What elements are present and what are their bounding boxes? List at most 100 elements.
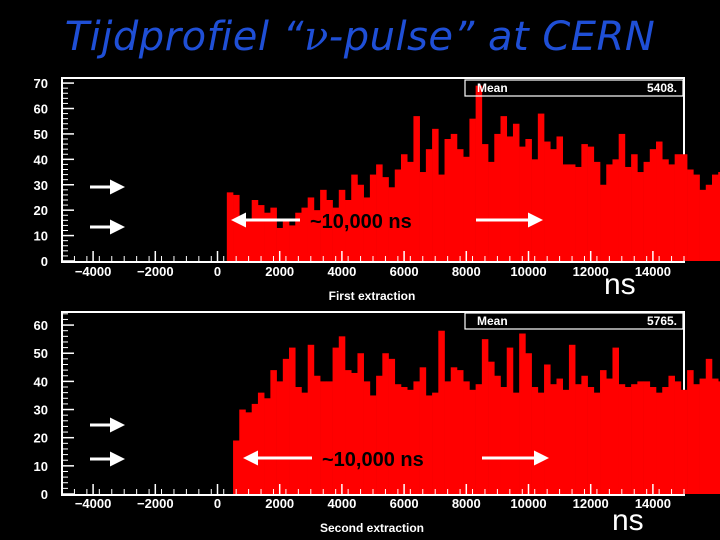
histogram-bar	[649, 149, 657, 261]
histogram-bar	[407, 389, 414, 494]
histogram-bar	[233, 194, 240, 261]
histogram-bar	[450, 133, 458, 261]
annotation-pulse-width: ~10,000 ns	[322, 449, 424, 471]
histogram-bar	[450, 367, 458, 494]
slide-title: Tijdprofiel “ν-pulse” at CERN	[64, 14, 656, 60]
histogram-bar	[407, 161, 414, 261]
histogram-bar	[512, 392, 520, 494]
histogram-bar	[581, 375, 588, 494]
histogram-bar	[618, 133, 626, 261]
histogram-bar	[668, 164, 675, 261]
histogram-bar	[345, 370, 352, 494]
histogram-bar	[525, 139, 532, 261]
histogram-bar	[282, 220, 290, 261]
histogram-bar	[257, 205, 265, 261]
x-tick-label: 10000	[510, 496, 546, 511]
histogram-bar	[531, 387, 539, 494]
histogram-bar	[674, 154, 682, 261]
histogram-bar	[568, 164, 576, 261]
stats-value: 5765.	[647, 314, 677, 328]
histogram-bar	[463, 381, 470, 494]
histogram-bar	[631, 154, 638, 261]
histogram-bar	[388, 358, 396, 494]
histogram-bar	[693, 384, 700, 494]
x-tick-label: 4000	[327, 264, 356, 279]
histogram-bar	[637, 172, 644, 261]
histogram-bar	[631, 384, 638, 494]
histogram-bar	[363, 197, 371, 261]
y-tick-label: 40	[34, 152, 48, 167]
histogram-bar	[587, 387, 595, 494]
histogram-bar	[475, 85, 483, 261]
histogram-bar	[394, 384, 402, 494]
histogram-bar	[525, 353, 532, 494]
histogram-panel-2: Mean 5765. 0 10 20 30 40 50 60 −4000 −2000 0 2000 400…	[34, 311, 720, 537]
histogram-bar	[251, 200, 259, 261]
histogram-bar	[643, 161, 651, 261]
histogram-bar	[357, 353, 364, 494]
histogram-bar	[699, 378, 707, 494]
histogram-bar	[469, 389, 476, 494]
histogram-bar	[600, 184, 607, 261]
histogram-bar	[519, 146, 526, 261]
histogram-bar	[544, 141, 551, 261]
histogram-bar	[587, 146, 595, 261]
histogram-bar	[444, 139, 452, 261]
histogram-bar	[239, 409, 246, 494]
histogram-bar	[239, 217, 246, 261]
histogram-bar	[718, 381, 720, 494]
histogram-bar	[674, 381, 682, 494]
histogram-bar	[438, 330, 445, 494]
histogram-bar	[550, 384, 557, 494]
stats-label: Mean	[477, 81, 508, 95]
histogram-bar	[506, 347, 514, 494]
histogram-bar	[649, 387, 657, 494]
histogram-bar	[711, 378, 719, 494]
histogram-bar	[488, 161, 495, 261]
y-tick-label: 10	[34, 229, 48, 244]
histogram-bar	[537, 392, 545, 494]
y-tick-label: 60	[34, 102, 48, 117]
y-tick-label: 10	[34, 459, 48, 474]
x-tick-label: 12000	[573, 496, 609, 511]
histogram-panel-1: Mean 5408. 0 10 20 30 40 50 60 70 −4000 −2000 0 2000 4…	[34, 76, 720, 303]
histogram-bar	[400, 154, 408, 261]
x-axis-label: First extraction	[329, 289, 416, 303]
histogram-bar	[500, 116, 508, 261]
x-tick-label: 2000	[265, 496, 294, 511]
histogram-bar	[419, 172, 427, 261]
histogram-bar	[575, 166, 582, 261]
histogram-bar	[394, 169, 402, 261]
histogram-bar	[481, 339, 489, 494]
histogram-bar	[643, 381, 651, 494]
histogram-bar	[226, 192, 234, 261]
histogram-bar	[438, 174, 445, 261]
x-tick-label: 14000	[635, 496, 671, 511]
histogram-bar	[718, 172, 720, 261]
histogram-bar	[680, 154, 688, 261]
histogram-bar	[413, 381, 420, 494]
histogram-bar	[432, 128, 439, 261]
histogram-bar	[326, 200, 333, 261]
histogram-bar	[469, 118, 476, 262]
title-nu-symbol: ν	[303, 14, 329, 60]
stats-value: 5408.	[647, 81, 677, 95]
histogram-bar	[494, 133, 501, 261]
histogram-bar	[463, 156, 470, 261]
histogram-bar	[687, 169, 694, 261]
histogram-bar	[656, 392, 663, 494]
histogram-bar	[711, 174, 719, 261]
histogram-bar	[500, 387, 508, 494]
histogram-bar	[575, 384, 582, 494]
histogram-bar	[425, 395, 433, 494]
y-tick-label: 0	[41, 254, 48, 269]
histogram-bar	[270, 207, 277, 261]
histogram-bar	[581, 144, 588, 261]
histogram-bar	[600, 370, 607, 494]
histogram-bar	[351, 174, 358, 261]
histogram-bar	[618, 384, 626, 494]
histogram-bar	[233, 440, 240, 494]
histogram-bar	[550, 149, 557, 261]
panel-title: Extraction 2	[74, 350, 200, 375]
histogram-bar	[245, 412, 253, 494]
